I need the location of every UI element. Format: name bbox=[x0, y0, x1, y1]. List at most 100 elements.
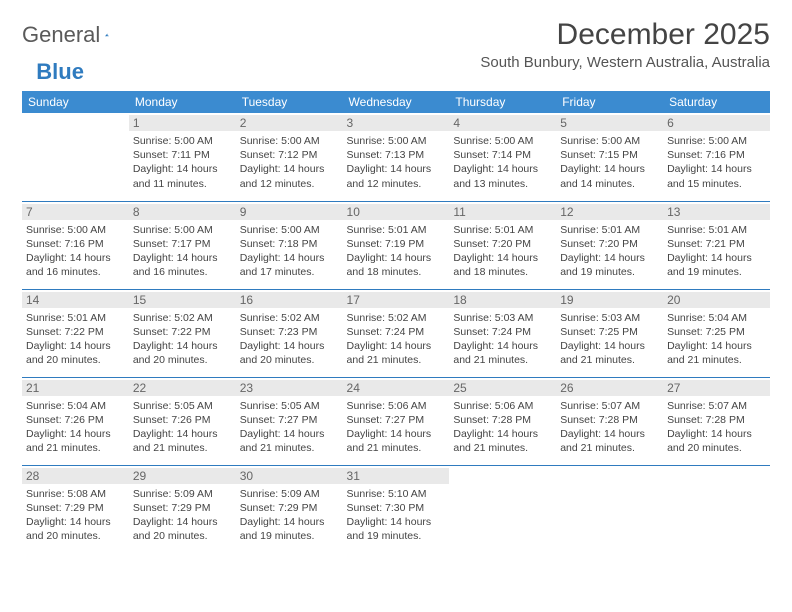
calendar-day-cell: 5 Sunrise: 5:00 AMSunset: 7:15 PMDaylight… bbox=[556, 113, 663, 201]
calendar-day-cell: 9Sunrise: 5:00 AMSunset: 7:18 PMDaylight… bbox=[236, 201, 343, 289]
day-info: Sunrise: 5:00 AMSunset: 7:13 PMDaylight:… bbox=[347, 134, 446, 191]
calendar-day-cell: 3 Sunrise: 5:00 AMSunset: 7:13 PMDaylight… bbox=[343, 113, 450, 201]
calendar-day-cell: 23Sunrise: 5:05 AMSunset: 7:27 PMDayligh… bbox=[236, 377, 343, 465]
calendar-day-cell: 27 Sunrise: 5:07 AMSunset: 7:28 PMDayligh… bbox=[663, 377, 770, 465]
day-info: Sunrise: 5:01 AMSunset: 7:21 PMDaylight:… bbox=[667, 223, 766, 280]
day-number: 15 bbox=[129, 292, 236, 308]
calendar-day-cell: 4 Sunrise: 5:00 AMSunset: 7:14 PMDaylight… bbox=[449, 113, 556, 201]
day-info: Sunrise: 5:00 AMSunset: 7:14 PMDaylight:… bbox=[453, 134, 552, 191]
month-title: December 2025 bbox=[480, 18, 770, 52]
day-info: Sunrise: 5:08 AMSunset: 7:29 PMDaylight:… bbox=[26, 487, 125, 544]
calendar-day-cell: 7 Sunrise: 5:00 AMSunset: 7:16 PMDaylight… bbox=[22, 201, 129, 289]
day-info: Sunrise: 5:07 AMSunset: 7:28 PMDaylight:… bbox=[667, 399, 766, 456]
calendar-empty-cell bbox=[663, 465, 770, 553]
calendar-day-cell: 21 Sunrise: 5:04 AMSunset: 7:26 PMDayligh… bbox=[22, 377, 129, 465]
calendar-table: SundayMondayTuesdayWednesdayThursdayFrid… bbox=[22, 91, 770, 553]
calendar-day-cell: 18 Sunrise: 5:03 AMSunset: 7:24 PMDayligh… bbox=[449, 289, 556, 377]
logo-sail-icon bbox=[105, 26, 109, 44]
day-number: 23 bbox=[236, 380, 343, 396]
calendar-day-cell: 19 Sunrise: 5:03 AMSunset: 7:25 PMDayligh… bbox=[556, 289, 663, 377]
day-info: Sunrise: 5:00 AMSunset: 7:11 PMDaylight:… bbox=[133, 134, 232, 191]
calendar-day-cell: 17Sunrise: 5:02 AMSunset: 7:24 PMDayligh… bbox=[343, 289, 450, 377]
calendar-day-cell: 29Sunrise: 5:09 AMSunset: 7:29 PMDayligh… bbox=[129, 465, 236, 553]
day-number: 4 bbox=[449, 115, 556, 131]
calendar-day-cell: 15 Sunrise: 5:02 AMSunset: 7:22 PMDayligh… bbox=[129, 289, 236, 377]
calendar-empty-cell bbox=[556, 465, 663, 553]
calendar-week-row: 7 Sunrise: 5:00 AMSunset: 7:16 PMDaylight… bbox=[22, 201, 770, 289]
day-info: Sunrise: 5:09 AMSunset: 7:29 PMDaylight:… bbox=[133, 487, 232, 544]
day-number: 25 bbox=[449, 380, 556, 396]
weekday-header: Saturday bbox=[663, 91, 770, 113]
day-info: Sunrise: 5:00 AMSunset: 7:17 PMDaylight:… bbox=[133, 223, 232, 280]
day-info: Sunrise: 5:02 AMSunset: 7:22 PMDaylight:… bbox=[133, 311, 232, 368]
day-info: Sunrise: 5:03 AMSunset: 7:24 PMDaylight:… bbox=[453, 311, 552, 368]
calendar-week-row: 28 Sunrise: 5:08 AMSunset: 7:29 PMDayligh… bbox=[22, 465, 770, 553]
calendar-day-cell: 25Sunrise: 5:06 AMSunset: 7:28 PMDayligh… bbox=[449, 377, 556, 465]
day-info: Sunrise: 5:00 AMSunset: 7:16 PMDaylight:… bbox=[26, 223, 125, 280]
calendar-week-row: 21 Sunrise: 5:04 AMSunset: 7:26 PMDayligh… bbox=[22, 377, 770, 465]
logo-text-1: General bbox=[22, 22, 100, 48]
day-number: 21 bbox=[22, 380, 129, 396]
day-info: Sunrise: 5:04 AMSunset: 7:25 PMDaylight:… bbox=[667, 311, 766, 368]
calendar-day-cell: 13 Sunrise: 5:01 AMSunset: 7:21 PMDayligh… bbox=[663, 201, 770, 289]
day-info: Sunrise: 5:00 AMSunset: 7:16 PMDaylight:… bbox=[667, 134, 766, 191]
day-info: Sunrise: 5:04 AMSunset: 7:26 PMDaylight:… bbox=[26, 399, 125, 456]
day-info: Sunrise: 5:06 AMSunset: 7:27 PMDaylight:… bbox=[347, 399, 446, 456]
day-info: Sunrise: 5:01 AMSunset: 7:22 PMDaylight:… bbox=[26, 311, 125, 368]
day-number: 22 bbox=[129, 380, 236, 396]
day-number: 2 bbox=[236, 115, 343, 131]
day-number: 8 bbox=[129, 204, 236, 220]
weekday-header: Tuesday bbox=[236, 91, 343, 113]
calendar-day-cell: 16Sunrise: 5:02 AMSunset: 7:23 PMDayligh… bbox=[236, 289, 343, 377]
weekday-header: Wednesday bbox=[343, 91, 450, 113]
weekday-header: Monday bbox=[129, 91, 236, 113]
calendar-week-row: 1 Sunrise: 5:00 AMSunset: 7:11 PMDaylight… bbox=[22, 113, 770, 201]
calendar-day-cell: 11 Sunrise: 5:01 AMSunset: 7:20 PMDayligh… bbox=[449, 201, 556, 289]
day-number: 16 bbox=[236, 292, 343, 308]
day-number: 11 bbox=[449, 204, 556, 220]
calendar-day-cell: 31 Sunrise: 5:10 AMSunset: 7:30 PMDayligh… bbox=[343, 465, 450, 553]
day-info: Sunrise: 5:01 AMSunset: 7:20 PMDaylight:… bbox=[453, 223, 552, 280]
day-number: 26 bbox=[556, 380, 663, 396]
day-info: Sunrise: 5:09 AMSunset: 7:29 PMDaylight:… bbox=[240, 487, 339, 544]
day-number: 30 bbox=[236, 468, 343, 484]
calendar-day-cell: 26 Sunrise: 5:07 AMSunset: 7:28 PMDayligh… bbox=[556, 377, 663, 465]
calendar-day-cell: 30 Sunrise: 5:09 AMSunset: 7:29 PMDayligh… bbox=[236, 465, 343, 553]
day-number: 6 bbox=[663, 115, 770, 131]
day-info: Sunrise: 5:10 AMSunset: 7:30 PMDaylight:… bbox=[347, 487, 446, 544]
calendar-empty-cell bbox=[449, 465, 556, 553]
logo: General bbox=[22, 18, 129, 48]
day-number: 28 bbox=[22, 468, 129, 484]
calendar-day-cell: 22 Sunrise: 5:05 AMSunset: 7:26 PMDayligh… bbox=[129, 377, 236, 465]
weekday-header: Thursday bbox=[449, 91, 556, 113]
logo-text-2: Blue bbox=[36, 59, 84, 85]
calendar-day-cell: 12Sunrise: 5:01 AMSunset: 7:20 PMDayligh… bbox=[556, 201, 663, 289]
location: South Bunbury, Western Australia, Austra… bbox=[480, 54, 770, 71]
day-number: 13 bbox=[663, 204, 770, 220]
day-number: 27 bbox=[663, 380, 770, 396]
day-number: 3 bbox=[343, 115, 450, 131]
weekday-header: Sunday bbox=[22, 91, 129, 113]
calendar-day-cell: 14Sunrise: 5:01 AMSunset: 7:22 PMDayligh… bbox=[22, 289, 129, 377]
calendar-day-cell: 2Sunrise: 5:00 AMSunset: 7:12 PMDaylight… bbox=[236, 113, 343, 201]
day-info: Sunrise: 5:00 AMSunset: 7:15 PMDaylight:… bbox=[560, 134, 659, 191]
day-number: 19 bbox=[556, 292, 663, 308]
calendar-day-cell: 20Sunrise: 5:04 AMSunset: 7:25 PMDayligh… bbox=[663, 289, 770, 377]
day-number: 17 bbox=[343, 292, 450, 308]
day-number: 1 bbox=[129, 115, 236, 131]
day-number: 12 bbox=[556, 204, 663, 220]
day-info: Sunrise: 5:07 AMSunset: 7:28 PMDaylight:… bbox=[560, 399, 659, 456]
day-number: 18 bbox=[449, 292, 556, 308]
calendar-day-cell: 10 Sunrise: 5:01 AMSunset: 7:19 PMDayligh… bbox=[343, 201, 450, 289]
day-number: 24 bbox=[343, 380, 450, 396]
calendar-week-row: 14Sunrise: 5:01 AMSunset: 7:22 PMDayligh… bbox=[22, 289, 770, 377]
calendar-day-cell: 24 Sunrise: 5:06 AMSunset: 7:27 PMDayligh… bbox=[343, 377, 450, 465]
day-number: 10 bbox=[343, 204, 450, 220]
day-info: Sunrise: 5:00 AMSunset: 7:18 PMDaylight:… bbox=[240, 223, 339, 280]
day-info: Sunrise: 5:03 AMSunset: 7:25 PMDaylight:… bbox=[560, 311, 659, 368]
day-info: Sunrise: 5:05 AMSunset: 7:26 PMDaylight:… bbox=[133, 399, 232, 456]
day-number: 7 bbox=[22, 204, 129, 220]
day-info: Sunrise: 5:01 AMSunset: 7:19 PMDaylight:… bbox=[347, 223, 446, 280]
day-number: 31 bbox=[343, 468, 450, 484]
day-number: 5 bbox=[556, 115, 663, 131]
